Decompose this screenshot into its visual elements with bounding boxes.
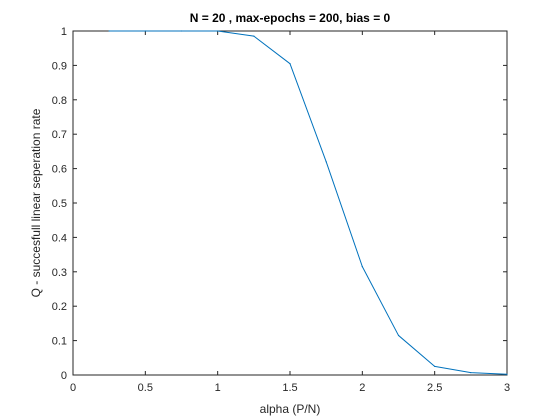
y-tick-label: 1 (61, 26, 67, 38)
x-tick-label: 0.5 (138, 382, 153, 394)
x-tick-label: 0 (70, 382, 76, 394)
y-tick-label: 0.8 (52, 95, 67, 107)
x-tick-label: 1 (215, 382, 221, 394)
y-tick-label: 0.5 (52, 198, 67, 210)
chart-title: N = 20 , max-epochs = 200, bias = 0 (190, 11, 391, 25)
data-point (506, 373, 508, 375)
data-point (434, 365, 436, 367)
y-tick-label: 0 (61, 370, 67, 382)
x-tick-label: 1.5 (282, 382, 297, 394)
x-axis-label: alpha (P/N) (260, 402, 321, 416)
y-tick-label: 0.7 (52, 129, 67, 141)
y-tick-label: 0.3 (52, 267, 67, 279)
data-point (325, 161, 327, 163)
series-line (109, 30, 508, 375)
y-tick-label: 0.6 (52, 164, 67, 176)
data-point (470, 371, 472, 374)
y-tick-label: 0.2 (52, 301, 67, 313)
data-point (108, 30, 110, 32)
y-tick-label: 0.1 (52, 336, 67, 348)
y-axis: 0 0.1 0.2 0.3 0.4 0.5 0.6 0.7 0.8 0.9 1 (52, 26, 507, 382)
y-axis-label: Q - succesfull linear seperation rate (29, 108, 43, 297)
data-point (217, 30, 219, 32)
data-point (144, 30, 146, 32)
y-tick-label: 0.9 (52, 60, 67, 72)
y-tick-label: 0.4 (52, 232, 67, 244)
data-point (289, 63, 291, 65)
plot-area (72, 30, 508, 376)
data-point (361, 266, 363, 268)
data-point (397, 334, 400, 337)
x-tick-label: 2.5 (427, 382, 442, 394)
x-axis: 0 0.5 1 1.5 2 2.5 3 (70, 31, 510, 394)
data-point (180, 30, 183, 32)
x-tick-label: 3 (504, 382, 510, 394)
x-tick-label: 2 (359, 382, 365, 394)
data-point (253, 35, 255, 37)
series-layer (108, 30, 508, 375)
